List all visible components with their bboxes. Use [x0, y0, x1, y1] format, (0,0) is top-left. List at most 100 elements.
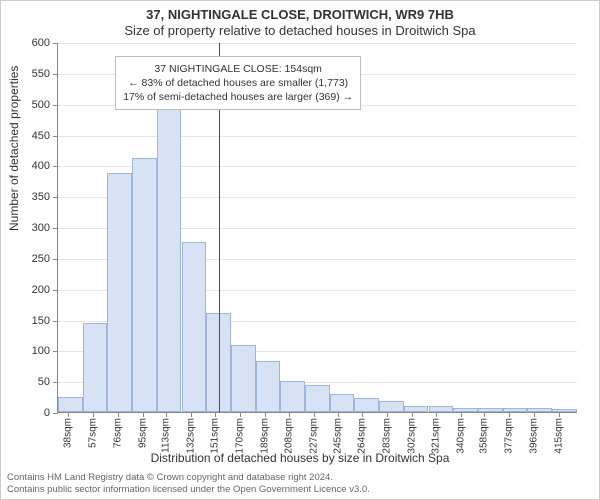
x-tick-mark [534, 412, 535, 417]
x-tick-label: 396sqm [528, 418, 539, 454]
x-tick-mark [143, 412, 144, 417]
x-tick-mark [436, 412, 437, 417]
histogram-bar [354, 398, 379, 412]
x-tick-mark [166, 412, 167, 417]
y-tick-mark [53, 351, 58, 352]
x-tick-mark [387, 412, 388, 417]
histogram-bar [503, 408, 528, 412]
histogram-bar [256, 361, 281, 412]
x-tick-mark [215, 412, 216, 417]
y-tick-mark [53, 259, 58, 260]
y-tick-label: 450 [32, 130, 50, 142]
x-axis-label: Distribution of detached houses by size … [1, 451, 599, 465]
x-tick-mark [93, 412, 94, 417]
y-tick-mark [53, 136, 58, 137]
chart-root: 37, NIGHTINGALE CLOSE, DROITWICH, WR9 7H… [0, 0, 600, 500]
footer-line2: Contains public sector information licen… [7, 484, 593, 495]
y-tick-label: 100 [32, 345, 50, 357]
y-tick-label: 350 [32, 191, 50, 203]
y-tick-label: 600 [32, 37, 50, 49]
x-tick-label: 95sqm [137, 418, 148, 448]
x-tick-label: 113sqm [160, 418, 171, 453]
x-tick-mark [240, 412, 241, 417]
annotation-line1: 37 NIGHTINGALE CLOSE: 154sqm [123, 62, 353, 76]
x-tick-mark [362, 412, 363, 417]
y-tick-label: 150 [32, 315, 50, 327]
x-tick-label: 283sqm [381, 418, 392, 454]
x-tick-label: 264sqm [357, 418, 368, 454]
annotation-line3: 17% of semi-detached houses are larger (… [123, 90, 353, 104]
histogram-bar [478, 408, 503, 412]
y-tick-mark [53, 413, 58, 414]
chart-title-line1: 37, NIGHTINGALE CLOSE, DROITWICH, WR9 7H… [1, 7, 599, 22]
y-tick-mark [53, 321, 58, 322]
histogram-bar [330, 394, 355, 413]
x-tick-label: 132sqm [185, 418, 196, 454]
y-tick-mark [53, 382, 58, 383]
y-tick-mark [53, 197, 58, 198]
x-tick-label: 377sqm [504, 418, 515, 454]
y-tick-mark [53, 166, 58, 167]
attribution-footer: Contains HM Land Registry data © Crown c… [7, 472, 593, 495]
x-tick-mark [314, 412, 315, 417]
x-tick-mark [484, 412, 485, 417]
histogram-bar [429, 406, 454, 412]
footer-line1: Contains HM Land Registry data © Crown c… [7, 472, 593, 483]
histogram-bar [83, 323, 108, 412]
x-tick-mark [559, 412, 560, 417]
x-tick-label: 358sqm [479, 418, 490, 454]
x-tick-label: 340sqm [456, 418, 467, 454]
x-tick-label: 208sqm [284, 418, 295, 454]
y-axis-label: Number of detached properties [7, 66, 21, 231]
x-tick-label: 57sqm [88, 418, 99, 448]
x-tick-label: 227sqm [309, 418, 320, 454]
x-tick-label: 321sqm [431, 418, 442, 454]
gridline [58, 136, 577, 137]
x-tick-label: 38sqm [63, 418, 74, 448]
x-tick-mark [265, 412, 266, 417]
annotation-line2: ← 83% of detached houses are smaller (1,… [123, 76, 353, 90]
y-tick-mark [53, 74, 58, 75]
y-tick-label: 200 [32, 284, 50, 296]
chart-title-line2: Size of property relative to detached ho… [1, 23, 599, 38]
histogram-bar [280, 381, 305, 412]
y-tick-label: 550 [32, 68, 50, 80]
y-tick-mark [53, 228, 58, 229]
histogram-bar [231, 345, 256, 412]
histogram-bar [404, 406, 429, 412]
histogram-bar [305, 385, 330, 412]
y-tick-mark [53, 43, 58, 44]
y-tick-label: 400 [32, 160, 50, 172]
x-tick-mark [118, 412, 119, 417]
histogram-bar [453, 408, 478, 412]
y-tick-label: 500 [32, 99, 50, 111]
x-tick-label: 415sqm [553, 418, 564, 454]
x-tick-label: 245sqm [332, 418, 343, 454]
x-tick-label: 302sqm [406, 418, 417, 454]
x-tick-label: 170sqm [235, 418, 246, 454]
histogram-bar [379, 401, 404, 412]
x-tick-mark [68, 412, 69, 417]
y-tick-label: 0 [44, 407, 50, 419]
x-tick-label: 76sqm [112, 418, 123, 448]
histogram-bar [132, 158, 157, 412]
plot-area: 05010015020025030035040045050055060038sq… [57, 43, 577, 413]
property-annotation-box: 37 NIGHTINGALE CLOSE: 154sqm ← 83% of de… [115, 56, 361, 111]
y-tick-mark [53, 105, 58, 106]
x-tick-mark [338, 412, 339, 417]
x-tick-mark [412, 412, 413, 417]
x-tick-label: 189sqm [259, 418, 270, 454]
histogram-bar [182, 242, 207, 412]
x-tick-label: 151sqm [210, 418, 221, 454]
histogram-bar [527, 408, 552, 412]
x-tick-mark [461, 412, 462, 417]
y-tick-mark [53, 290, 58, 291]
y-tick-label: 50 [38, 376, 50, 388]
histogram-bar [58, 397, 83, 412]
histogram-bar [107, 173, 132, 412]
histogram-bar [157, 106, 182, 412]
y-tick-label: 250 [32, 253, 50, 265]
x-tick-mark [509, 412, 510, 417]
histogram-bar [552, 409, 577, 412]
y-tick-label: 300 [32, 222, 50, 234]
